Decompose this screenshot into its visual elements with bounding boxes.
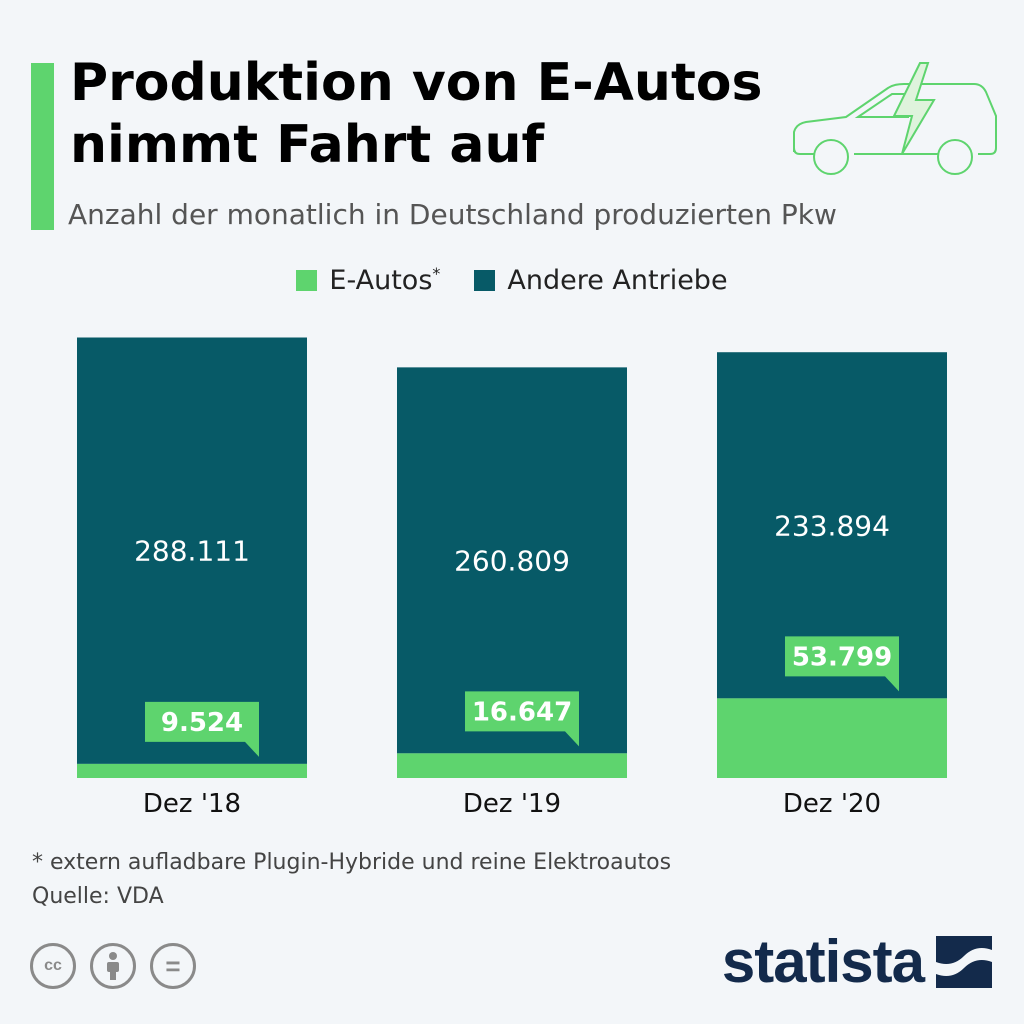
bar-eautos [717,698,947,778]
bar-andere-antriebe [397,367,627,754]
nd-text: = [165,950,181,981]
category-label: Dez '20 [783,789,881,819]
category-label: Dez '18 [143,789,241,819]
license-icons: cc = [30,943,196,989]
bar-andere-antriebe [77,337,307,764]
label-eautos: 16.647 [472,697,572,727]
callout-eautos [785,636,899,692]
legend-item-eautos: E-Autos* [296,264,440,296]
callout-eautos [465,691,579,747]
legend-text-eautos: E-Autos [329,265,433,296]
bar-eautos [77,763,307,778]
legend-item-andere: Andere Antriebe [474,264,728,296]
statista-mark-icon [936,936,992,988]
label-andere-antriebe: 288.111 [134,535,250,568]
label-andere-antriebe: 260.809 [454,544,570,577]
label-eautos: 53.799 [792,642,892,672]
chart-title: Produktion von E-Autos nimmt Fahrt auf [70,53,763,175]
footnote-block: * extern aufladbare Plugin-Hybride und r… [32,846,671,914]
legend-footnote-marker: * [432,264,441,283]
chart-subtitle: Anzahl der monatlich in Deutschland prod… [68,198,837,231]
bar-chart: 288.111 9.524 Dez '18 260.809 16.647 Dez '19 2… [77,337,947,819]
no-derivatives-icon[interactable]: = [150,943,196,989]
label-andere-antriebe: 233.894 [774,509,890,542]
cc-text: cc [44,957,62,974]
label-eautos: 9.524 [161,708,243,738]
legend-label-andere: Andere Antriebe [507,264,728,296]
legend-swatch-andere [474,269,496,291]
source: Quelle: VDA [32,884,164,909]
attribution-icon[interactable] [90,943,136,989]
footnote: * extern aufladbare Plugin-Hybride und r… [32,850,672,875]
legend-label-eautos: E-Autos* [329,264,440,296]
bar-eautos [397,753,627,778]
callout-eautos [145,701,259,757]
brand-text: statista [721,928,925,995]
category-label: Dez '19 [463,789,561,819]
statista-logo[interactable]: statista [722,932,992,992]
title-accent-bar [31,63,54,230]
person-icon [107,952,119,980]
legend-swatch-eautos [296,269,318,291]
electric-car-icon [793,62,997,175]
legend: E-Autos* Andere Antriebe [0,264,1024,296]
creative-commons-icon[interactable]: cc [30,943,76,989]
